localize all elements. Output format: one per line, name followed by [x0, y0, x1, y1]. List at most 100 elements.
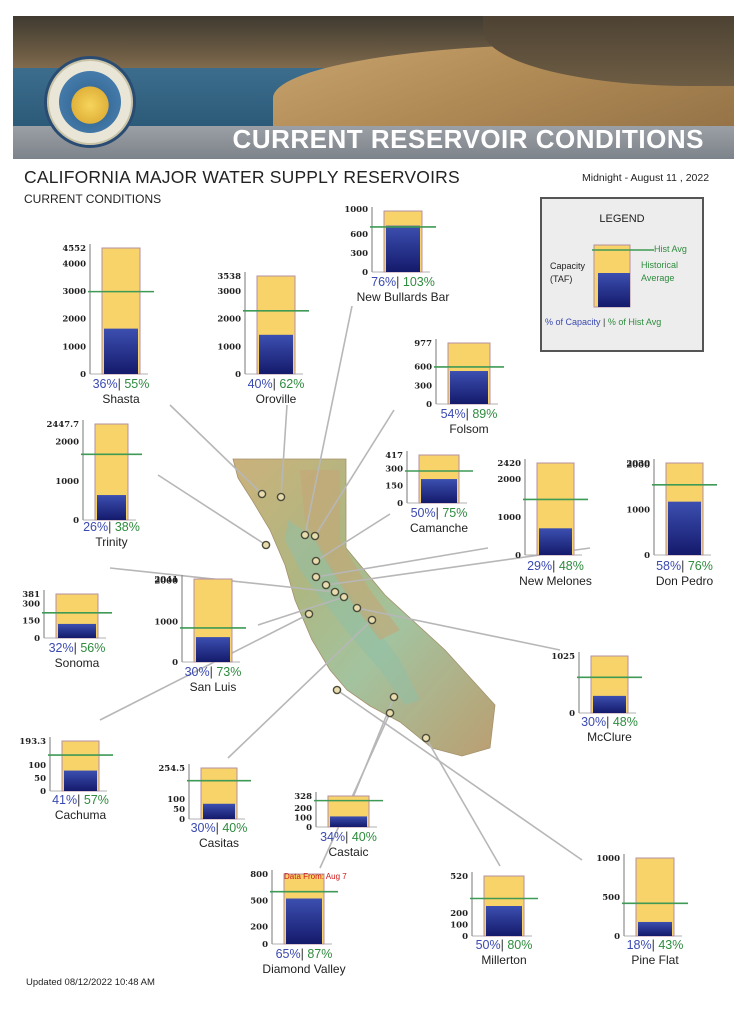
- camanche-tick-label: 300: [385, 464, 403, 474]
- millerton-tick-label: 100: [450, 920, 468, 930]
- castaic-tick-label: 0: [306, 823, 312, 833]
- san-luis-storage-bar: [196, 637, 230, 662]
- diamond-valley-tick-label: 200: [250, 923, 268, 933]
- millerton-leader-line: [425, 737, 501, 867]
- millerton-tick-label: 520: [450, 872, 468, 882]
- new-melones-map-marker: [311, 572, 321, 582]
- central-valley: [285, 520, 420, 705]
- casitas-tick-label: 100: [167, 795, 185, 805]
- castaic-map-marker: [389, 692, 399, 702]
- casitas-pct-capacity: 30%: [190, 821, 216, 835]
- page-title: CALIFORNIA MAJOR WATER SUPPLY RESERVOIRS: [24, 167, 460, 187]
- diamond-valley-tick-label: 500: [250, 896, 268, 906]
- shasta-tick-label: 3000: [62, 287, 86, 297]
- cachuma-tick-label: 100: [28, 761, 46, 771]
- oroville-tick-label: 0: [235, 370, 241, 380]
- san-luis-pct-capacity: 30%: [184, 665, 210, 679]
- folsom-storage-bar: [450, 371, 488, 404]
- shasta-pct-hist-avg: 55%: [124, 377, 150, 391]
- pine-flat-chart: 1000 500 0: [596, 854, 688, 942]
- folsom-tick-label: 0: [426, 400, 432, 410]
- camanche-storage-bar: [421, 479, 457, 503]
- shasta-leader-line: [169, 404, 263, 495]
- cachuma-leader-line: [99, 613, 310, 721]
- sonoma-pct-capacity: 32%: [48, 641, 74, 655]
- trinity-leader-line: [157, 474, 267, 546]
- cachuma-tick-label: 50: [34, 774, 46, 784]
- folsom-map-marker: [310, 531, 320, 541]
- san-luis-percentages: 30%| 73%: [184, 665, 242, 679]
- folsom-chart: 977 600 300 0: [414, 339, 504, 410]
- shasta-pct-capacity: 36%: [92, 377, 118, 391]
- castaic-pct-capacity: 34%: [320, 830, 346, 844]
- shasta-percentages: 36%| 55%: [92, 377, 150, 391]
- new-bullards-bar-pct-hist-avg: 103%: [402, 275, 435, 289]
- san-luis-tick-label: 2000: [154, 577, 178, 587]
- castaic-name-label: Castaic: [328, 845, 369, 859]
- millerton-tick-label: 0: [462, 932, 468, 942]
- pine-flat-pct-hist-avg: 43%: [658, 938, 684, 952]
- sierra-range: [300, 470, 400, 640]
- shasta-tick-label: 1000: [62, 342, 86, 352]
- casitas-map-marker: [367, 615, 377, 625]
- don-pedro-tick-label: 2030: [626, 459, 650, 469]
- folsom-tick-label: 300: [414, 381, 432, 391]
- diamond-valley-pct-hist-avg: 87%: [307, 947, 333, 961]
- pine-flat-tick-label: 500: [602, 893, 620, 903]
- casitas-pct-hist-avg: 40%: [222, 821, 248, 835]
- oroville-storage-bar: [259, 334, 293, 374]
- shasta-tick-label: 4000: [62, 259, 86, 269]
- casitas-percentages: 30%| 40%: [190, 821, 248, 835]
- new-bullards-bar-tick-label: 300: [350, 249, 368, 259]
- casitas-tick-label: 254.5: [158, 764, 185, 774]
- legend-hist-avg-label: Hist Avg: [654, 244, 687, 254]
- camanche-pct-capacity: 50%: [410, 506, 436, 520]
- millerton-percentages: 50%| 80%: [475, 938, 533, 952]
- mcclure-name-label: McClure: [587, 730, 632, 744]
- shasta-map-marker: [257, 489, 267, 499]
- new-bullards-bar-tick-label: 1000: [344, 205, 368, 215]
- trinity-tick-label: 2447.7: [46, 420, 79, 430]
- pine-flat-pct-capacity: 18%: [626, 938, 652, 952]
- mcclure-pct-hist-avg: 48%: [612, 715, 638, 729]
- sonoma-percentages: 32%| 56%: [48, 641, 106, 655]
- mcclure-tick-label: 0: [569, 709, 575, 719]
- don-pedro-tick-label: 1000: [626, 506, 650, 516]
- oroville-name-label: Oroville: [255, 392, 297, 406]
- mcclure-percentages: 30%| 48%: [581, 715, 638, 729]
- camanche-map-marker: [311, 556, 321, 566]
- oroville-tick-label: 1000: [217, 342, 241, 352]
- casitas-name-label: Casitas: [198, 836, 239, 850]
- legend-capacity-label: Capacity (TAF): [550, 261, 586, 284]
- diamond-valley-storage-bar: [286, 898, 322, 944]
- diamond-valley-chart: 800 500 200 0: [250, 870, 338, 950]
- trinity-percentages: 26%| 38%: [83, 520, 140, 534]
- trinity-tick-label: 0: [73, 516, 79, 526]
- castaic-tick-label: 100: [294, 814, 312, 824]
- sonoma-storage-bar: [58, 623, 96, 638]
- don-pedro-storage-bar: [668, 501, 701, 555]
- don-pedro-tick-label: 0: [644, 551, 650, 561]
- shasta-tick-label: 2000: [62, 315, 86, 325]
- trinity-pct-capacity: 26%: [83, 520, 109, 534]
- millerton-pct-capacity: 50%: [475, 938, 501, 952]
- camanche-pct-hist-avg: 75%: [442, 506, 468, 520]
- new-bullards-bar-chart: 1000 600 300 0: [344, 205, 436, 278]
- diamond-valley-tick-label: 800: [250, 870, 268, 880]
- new-bullards-bar-pct-capacity: 76%: [371, 275, 397, 289]
- new-bullards-bar-percentages: 76%| 103%: [371, 275, 435, 289]
- san-luis-name-label: San Luis: [189, 680, 237, 694]
- mcclure-chart: 1025 0: [551, 652, 642, 719]
- new-melones-pct-capacity: 29%: [527, 559, 553, 573]
- new-melones-percentages: 29%| 48%: [527, 559, 584, 573]
- castaic-tick-label: 200: [294, 804, 312, 814]
- banner-title-strip: [13, 126, 734, 159]
- don-pedro-name-label: Don Pedro: [655, 574, 714, 588]
- folsom-leader-line: [314, 409, 395, 537]
- casitas-storage-bar: [203, 803, 235, 819]
- castaic-pct-hist-avg: 40%: [351, 830, 377, 844]
- cachuma-pct-capacity: 41%: [52, 793, 78, 807]
- mcclure-leader-line: [356, 607, 561, 651]
